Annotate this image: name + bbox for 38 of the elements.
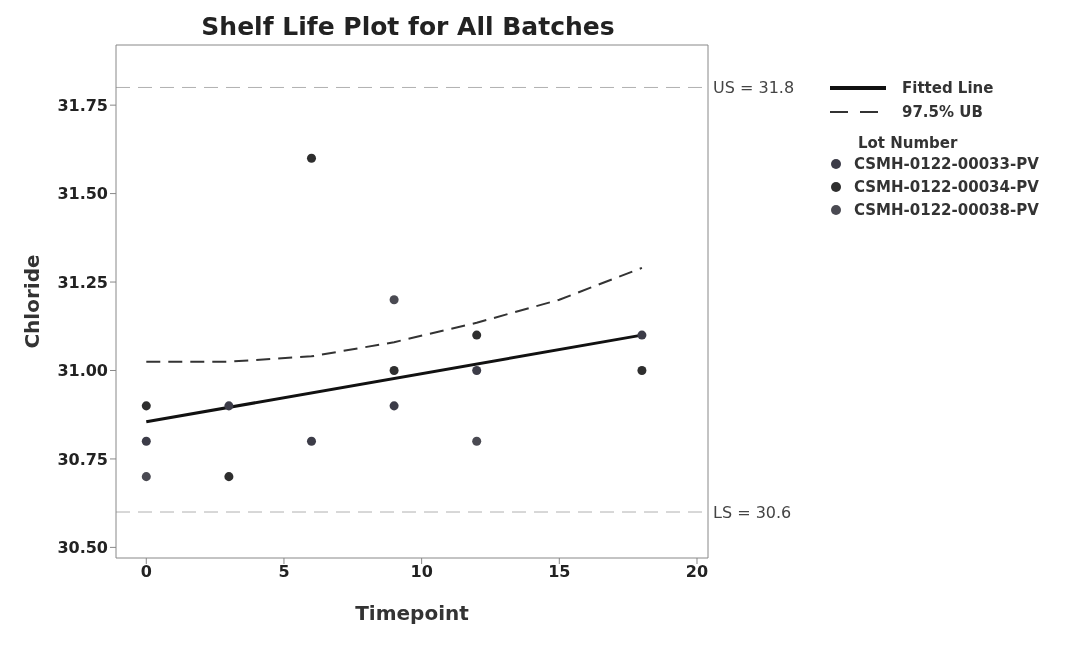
point xyxy=(306,153,317,163)
legend-label: Fitted Line xyxy=(902,79,994,97)
point xyxy=(637,365,647,375)
y-tick-label: 31.00 xyxy=(57,361,108,381)
point xyxy=(472,330,482,340)
x-tick-label: 20 xyxy=(685,562,709,582)
point xyxy=(306,436,317,446)
ref-line-label: US = 31.8 xyxy=(713,78,795,98)
chart-title: Shelf Life Plot for All Batches xyxy=(200,12,616,41)
point xyxy=(389,295,399,305)
point xyxy=(224,401,234,411)
y-axis-title: Chloride xyxy=(20,254,45,349)
point xyxy=(224,472,234,482)
point xyxy=(472,365,482,375)
ref-line-label: LS = 30.6 xyxy=(713,502,792,522)
point xyxy=(141,472,151,482)
line-series xyxy=(145,266,643,363)
point xyxy=(141,401,151,411)
y-tick-label: 31.50 xyxy=(57,184,108,204)
legend-label: CSMH-0122-00034-PV xyxy=(854,177,1039,196)
y-tick-label: 31.75 xyxy=(57,95,108,115)
point xyxy=(637,330,647,340)
point xyxy=(389,365,399,375)
legend-title: Lot Number xyxy=(858,134,959,152)
x-tick-label: 10 xyxy=(410,562,433,582)
x-tick-label: 15 xyxy=(548,562,571,582)
legend-label: 97.5% UB xyxy=(902,103,983,121)
y-tick-label: 30.50 xyxy=(57,538,108,558)
point xyxy=(389,401,399,411)
y-tick-label: 31.25 xyxy=(57,272,108,292)
y-tick-label: 30.75 xyxy=(57,449,108,469)
legend-label: CSMH-0122-00038-PV xyxy=(854,200,1039,219)
point xyxy=(472,436,482,446)
x-axis-title: Timepoint xyxy=(355,601,470,625)
x-tick-label: 0 xyxy=(140,562,152,582)
x-tick-label: 5 xyxy=(278,562,290,582)
legend-label: CSMH-0122-00033-PV xyxy=(854,154,1039,173)
point xyxy=(141,436,151,446)
